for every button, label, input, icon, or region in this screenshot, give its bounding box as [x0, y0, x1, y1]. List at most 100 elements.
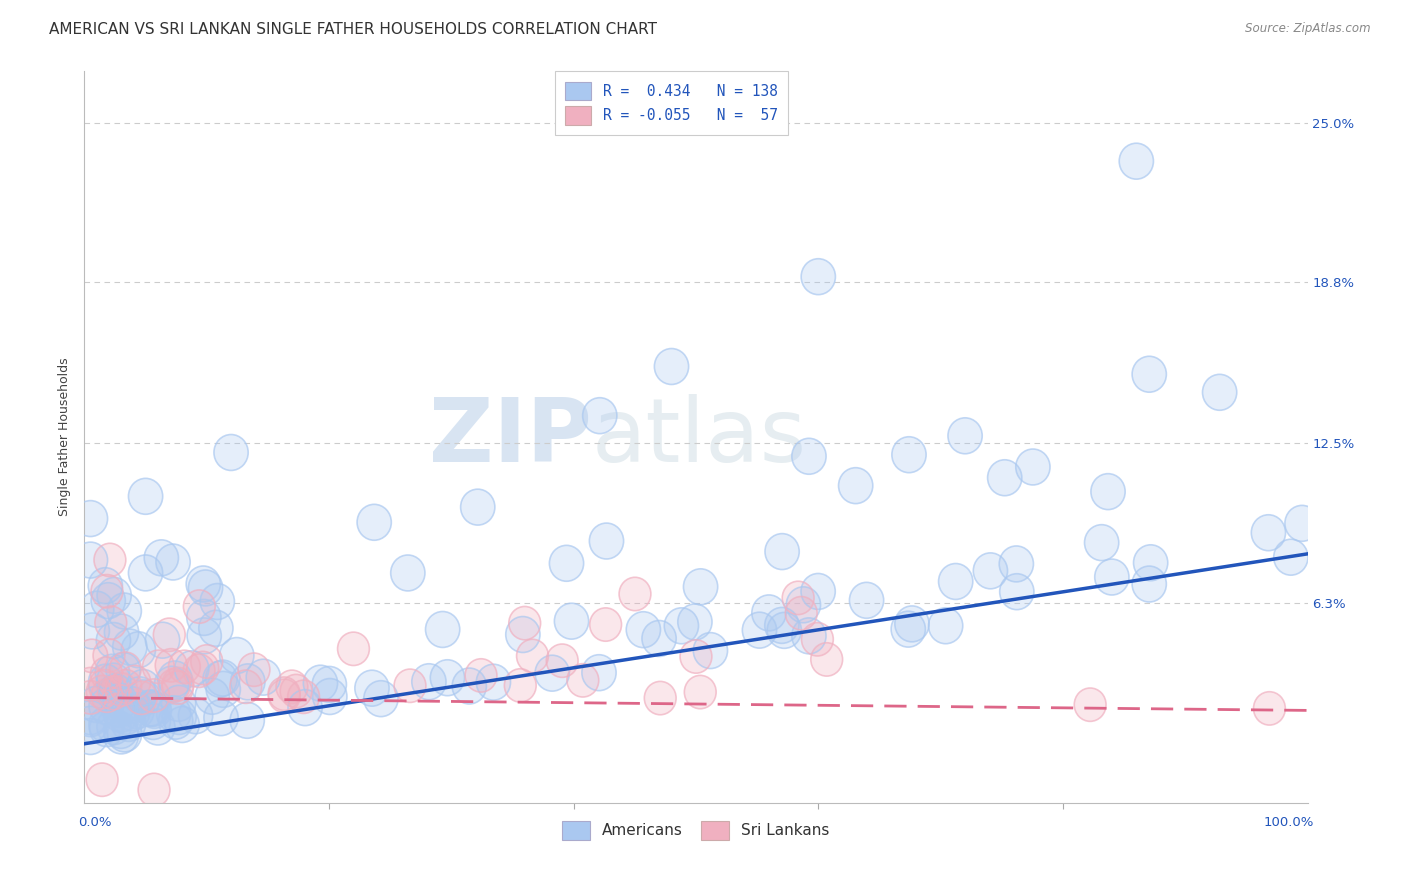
Ellipse shape: [644, 681, 676, 714]
Ellipse shape: [104, 713, 138, 748]
Ellipse shape: [138, 773, 170, 806]
Ellipse shape: [391, 555, 425, 591]
Ellipse shape: [231, 664, 264, 700]
Ellipse shape: [97, 663, 131, 699]
Ellipse shape: [465, 659, 496, 692]
Ellipse shape: [685, 675, 716, 709]
Ellipse shape: [231, 702, 264, 739]
Ellipse shape: [792, 618, 827, 654]
Ellipse shape: [91, 582, 125, 619]
Text: atlas: atlas: [592, 393, 807, 481]
Ellipse shape: [550, 545, 583, 582]
Ellipse shape: [174, 651, 209, 687]
Ellipse shape: [120, 665, 150, 698]
Ellipse shape: [453, 668, 486, 704]
Ellipse shape: [681, 640, 711, 673]
Ellipse shape: [589, 523, 624, 559]
Ellipse shape: [101, 691, 136, 727]
Ellipse shape: [765, 533, 799, 570]
Ellipse shape: [288, 690, 322, 725]
Ellipse shape: [104, 614, 139, 650]
Ellipse shape: [89, 689, 124, 724]
Ellipse shape: [162, 685, 195, 722]
Ellipse shape: [742, 612, 776, 648]
Ellipse shape: [207, 672, 240, 707]
Ellipse shape: [183, 590, 215, 624]
Ellipse shape: [786, 587, 821, 623]
Ellipse shape: [1202, 375, 1237, 410]
Ellipse shape: [801, 623, 834, 656]
Ellipse shape: [128, 478, 163, 515]
Ellipse shape: [96, 623, 131, 658]
Ellipse shape: [73, 698, 108, 735]
Ellipse shape: [112, 629, 146, 665]
Ellipse shape: [204, 699, 238, 736]
Ellipse shape: [664, 607, 699, 644]
Ellipse shape: [276, 670, 308, 704]
Ellipse shape: [107, 716, 142, 752]
Ellipse shape: [104, 718, 138, 754]
Ellipse shape: [127, 670, 160, 706]
Ellipse shape: [98, 674, 132, 710]
Ellipse shape: [312, 666, 346, 702]
Ellipse shape: [127, 680, 160, 716]
Ellipse shape: [75, 667, 107, 701]
Ellipse shape: [1000, 574, 1033, 609]
Ellipse shape: [1074, 688, 1107, 722]
Ellipse shape: [79, 687, 114, 723]
Ellipse shape: [554, 603, 589, 640]
Ellipse shape: [430, 660, 464, 696]
Ellipse shape: [91, 679, 122, 713]
Ellipse shape: [205, 660, 240, 696]
Ellipse shape: [157, 661, 193, 697]
Ellipse shape: [198, 610, 233, 646]
Ellipse shape: [128, 555, 163, 591]
Ellipse shape: [125, 681, 157, 714]
Ellipse shape: [141, 709, 174, 745]
Ellipse shape: [73, 500, 108, 537]
Ellipse shape: [97, 577, 131, 614]
Ellipse shape: [89, 706, 124, 743]
Ellipse shape: [93, 639, 125, 673]
Ellipse shape: [509, 607, 541, 640]
Ellipse shape: [162, 671, 194, 705]
Ellipse shape: [89, 665, 122, 700]
Ellipse shape: [145, 540, 179, 576]
Ellipse shape: [153, 618, 186, 651]
Ellipse shape: [238, 653, 270, 686]
Ellipse shape: [86, 763, 118, 797]
Text: 100.0%: 100.0%: [1264, 815, 1313, 829]
Ellipse shape: [73, 719, 108, 755]
Ellipse shape: [73, 706, 108, 742]
Ellipse shape: [477, 665, 510, 700]
Ellipse shape: [792, 438, 827, 475]
Ellipse shape: [105, 673, 138, 706]
Ellipse shape: [89, 567, 122, 604]
Ellipse shape: [928, 607, 963, 644]
Ellipse shape: [162, 698, 197, 734]
Ellipse shape: [786, 597, 817, 630]
Ellipse shape: [626, 612, 661, 648]
Ellipse shape: [973, 553, 1008, 589]
Ellipse shape: [155, 666, 188, 702]
Ellipse shape: [231, 670, 262, 704]
Ellipse shape: [567, 664, 599, 697]
Ellipse shape: [94, 543, 125, 576]
Ellipse shape: [312, 679, 347, 714]
Ellipse shape: [73, 542, 108, 578]
Ellipse shape: [162, 667, 194, 701]
Ellipse shape: [683, 569, 717, 605]
Ellipse shape: [110, 698, 143, 734]
Ellipse shape: [948, 417, 983, 454]
Ellipse shape: [187, 651, 219, 685]
Ellipse shape: [159, 703, 193, 739]
Ellipse shape: [412, 664, 446, 699]
Ellipse shape: [752, 595, 786, 631]
Ellipse shape: [394, 669, 426, 702]
Ellipse shape: [219, 638, 254, 673]
Ellipse shape: [693, 632, 727, 668]
Ellipse shape: [506, 616, 540, 652]
Ellipse shape: [195, 678, 229, 714]
Ellipse shape: [987, 459, 1022, 496]
Ellipse shape: [426, 612, 460, 648]
